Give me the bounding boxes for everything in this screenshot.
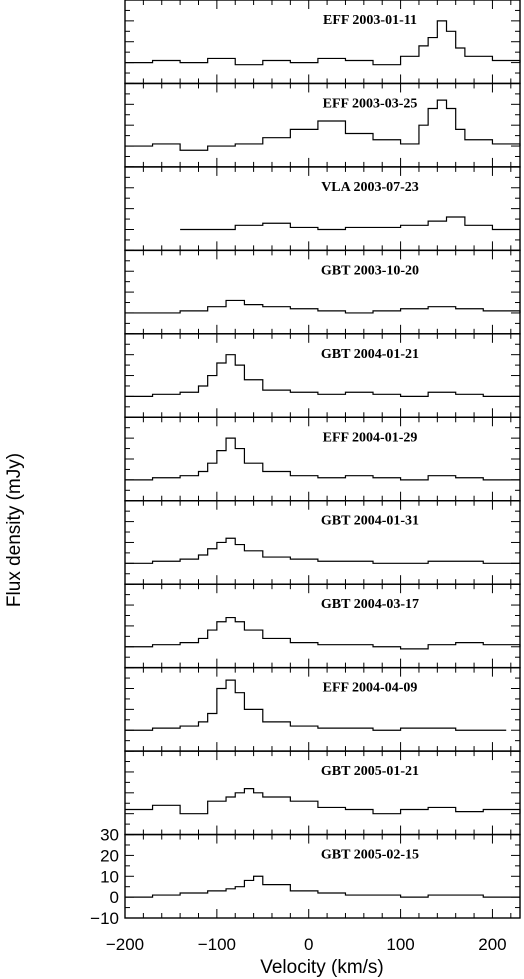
panel-label: EFF 2003-03-25	[323, 96, 418, 111]
y-tick-label: 10	[100, 867, 119, 886]
x-tick-label: −100	[198, 935, 236, 954]
y-tick-label: 20	[100, 846, 119, 865]
x-tick-label: 100	[386, 935, 414, 954]
spectrum-panel: GBT 2003-10-20	[124, 249, 521, 335]
x-axis-title: Velocity (km/s)	[260, 957, 384, 978]
y-tick-label: 0	[110, 888, 119, 907]
spectrum-panel: EFF 2003-01-11	[124, 0, 521, 85]
panel-label: GBT 2003-10-20	[321, 263, 419, 278]
spectrum-series	[125, 20, 521, 66]
spectrum-series	[125, 679, 507, 731]
x-tick-label: 0	[304, 935, 313, 954]
spectrum-panel: GBT 2005-02-15	[124, 833, 521, 919]
y-tick-label: −10	[90, 909, 119, 928]
y-axis-title: Flux density (mJy)	[4, 453, 25, 607]
spectrum-series	[125, 299, 521, 314]
spectrum-series	[125, 437, 520, 481]
spectrum-panel: GBT 2005-01-21	[124, 750, 521, 836]
y-tick-label: 30	[100, 826, 119, 845]
spectrum-series	[125, 99, 521, 151]
spectrum-series	[125, 616, 521, 650]
spectrum-series	[125, 537, 520, 564]
spectrum-panel: GBT 2004-01-31	[124, 500, 521, 585]
panel-label: GBT 2004-01-21	[321, 347, 419, 362]
panel-label: VLA 2003-07-23	[321, 180, 419, 195]
panel-label: EFF 2004-01-29	[323, 430, 418, 445]
x-tick-label: −200	[106, 935, 144, 954]
spectrum-panel: EFF 2004-04-09	[124, 666, 521, 752]
spectrum-panel: GBT 2004-01-21	[124, 333, 521, 418]
spectrum-series	[125, 788, 521, 815]
panels-group: EFF 2003-01-11 EFF 2003-03-25 VLA 2003-07-…	[124, 0, 521, 919]
panel-label: GBT 2005-01-21	[321, 764, 419, 779]
panel-label: EFF 2003-01-11	[323, 13, 417, 28]
panel-label: EFF 2004-04-09	[323, 681, 418, 696]
panel-label: GBT 2004-01-31	[321, 514, 419, 529]
spectrum-series	[125, 875, 520, 898]
spectrum-panel: EFF 2003-03-25	[124, 82, 521, 168]
panel-label: GBT 2004-03-17	[321, 597, 419, 612]
spectrum-panel: EFF 2004-01-29	[124, 416, 521, 502]
x-tick-label: 200	[478, 935, 506, 954]
spectrum-panel: VLA 2003-07-23	[124, 166, 521, 252]
x-tick-labels: −200 −100 0 100 200	[106, 935, 507, 954]
panel-label: GBT 2005-02-15	[321, 848, 419, 863]
spectrum-series	[180, 216, 520, 231]
spectrum-series	[125, 354, 520, 398]
spectrum-panel: GBT 2004-03-17	[124, 583, 521, 669]
